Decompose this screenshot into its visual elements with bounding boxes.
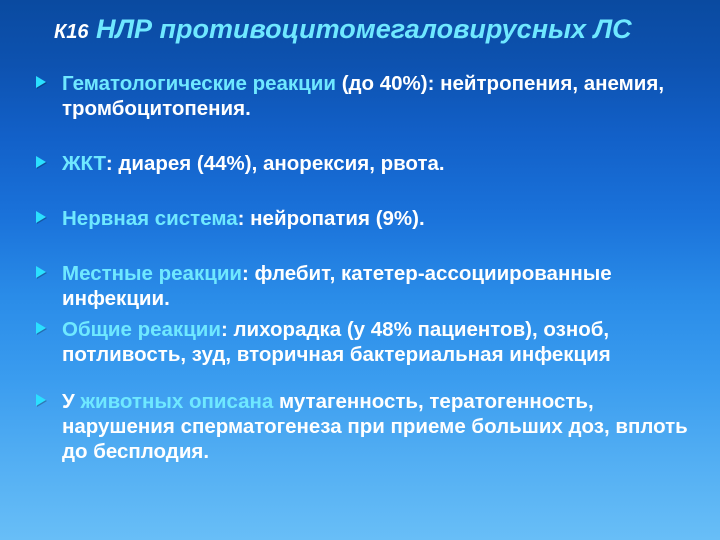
list-item: Гематологические реакции (до 40%): нейтр… — [30, 71, 690, 121]
bullet-lead: Местные реакции — [62, 262, 242, 285]
list-item: Общие реакции: лихорадка (у 48% пациенто… — [30, 317, 690, 367]
bullet-lead-plain: У — [62, 390, 80, 413]
list-item: У животных описана мутагенность, тератог… — [30, 389, 690, 464]
bullet-lead: ЖКТ — [62, 152, 106, 175]
slide-title: К16 НЛР противоцитомегаловирусных ЛС — [30, 14, 690, 45]
bullet-lead: Нервная система — [62, 207, 238, 230]
list-item: ЖКТ: диарея (44%), анорексия, рвота. — [30, 151, 690, 176]
bullet-rest: : диарея (44%), анорексия, рвота. — [106, 152, 445, 175]
bullet-lead: Общие реакции — [62, 318, 221, 341]
list-item: Местные реакции: флебит, катетер-ассоции… — [30, 261, 690, 311]
slide: К16 НЛР противоцитомегаловирусных ЛС Гем… — [0, 0, 720, 540]
bullet-lead: Гематологические реакции — [62, 72, 342, 95]
bullet-rest: : нейропатия (9%). — [238, 207, 425, 230]
list-item: Нервная система: нейропатия (9%). — [30, 206, 690, 231]
bullet-list: Гематологические реакции (до 40%): нейтр… — [30, 71, 690, 464]
title-prefix: К16 — [54, 21, 89, 43]
bullet-lead: животных описана — [80, 390, 273, 413]
title-main: НЛР противоцитомегаловирусных ЛС — [93, 14, 632, 44]
